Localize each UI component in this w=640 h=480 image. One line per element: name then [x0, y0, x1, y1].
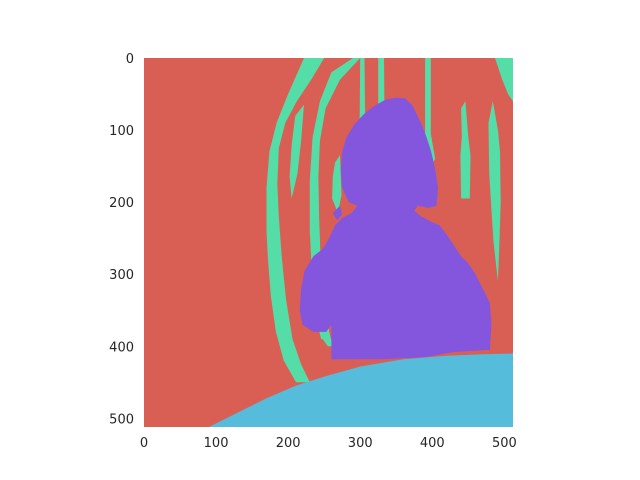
chair-region-8 — [460, 101, 471, 199]
table-region-14 — [208, 353, 513, 427]
chair-region-3 — [289, 104, 304, 199]
background-region-11 — [313, 339, 328, 354]
x-axis: 0 100 200 300 400 500 — [140, 436, 517, 451]
chair-region-10 — [488, 101, 501, 282]
x-tick-label: 100 — [204, 436, 229, 451]
x-tick-label: 400 — [420, 436, 445, 451]
y-tick-label: 300 — [109, 268, 134, 283]
x-tick-label: 500 — [492, 436, 517, 451]
y-tick-label: 500 — [109, 412, 134, 427]
chair-region-4 — [332, 155, 342, 213]
plot-area — [144, 58, 513, 427]
chair-region-7 — [425, 58, 436, 167]
y-axis: 0 100 200 300 400 500 — [109, 52, 134, 427]
y-tick-label: 400 — [109, 340, 134, 355]
y-tick-label: 200 — [109, 196, 134, 211]
y-tick-label: 0 — [126, 52, 134, 67]
x-tick-label: 0 — [140, 436, 148, 451]
x-tick-label: 200 — [276, 436, 301, 451]
y-tick-label: 100 — [109, 124, 134, 139]
person-region-13 — [332, 205, 343, 221]
chair-region-1 — [266, 58, 325, 383]
chair-region-9 — [495, 58, 513, 102]
x-tick-label: 300 — [348, 436, 373, 451]
person-region-12 — [299, 97, 492, 360]
